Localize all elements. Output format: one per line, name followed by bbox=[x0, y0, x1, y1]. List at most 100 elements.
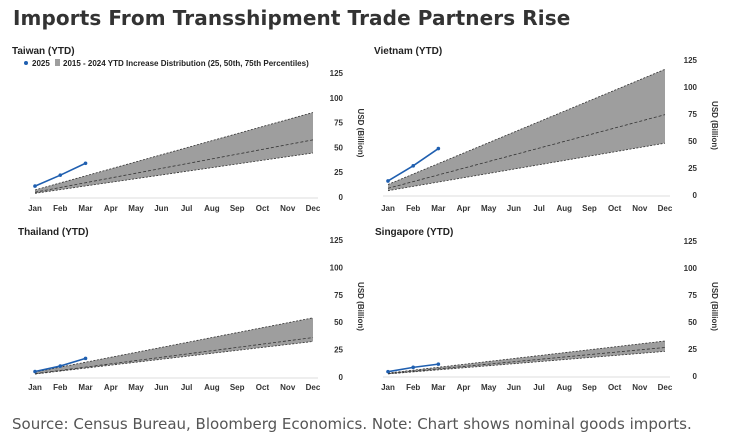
x-tick-label: Oct bbox=[256, 204, 270, 213]
x-tick-label: Oct bbox=[256, 383, 270, 392]
series-2025-point bbox=[436, 362, 441, 366]
x-tick-label: Aug bbox=[556, 204, 572, 213]
y-tick-label: 100 bbox=[330, 263, 344, 272]
x-tick-label: Jun bbox=[154, 383, 168, 392]
y-tick-label: 50 bbox=[334, 143, 343, 152]
y-tick-label: 100 bbox=[684, 264, 698, 273]
x-tick-label: Jan bbox=[28, 383, 42, 392]
x-tick-label: Oct bbox=[608, 204, 622, 213]
x-tick-label: Dec bbox=[306, 383, 321, 392]
page-title: Imports From Transshipment Trade Partner… bbox=[13, 6, 571, 30]
x-tick-label: Jul bbox=[533, 204, 545, 213]
series-2025-point bbox=[83, 356, 88, 361]
percentile-band bbox=[388, 341, 665, 374]
y-tick-label: 0 bbox=[693, 191, 698, 200]
y-tick-label: 0 bbox=[339, 373, 344, 382]
percentile-75-line bbox=[387, 340, 666, 374]
y-tick-label: 125 bbox=[684, 56, 698, 65]
y-tick-label: 0 bbox=[339, 193, 344, 202]
chart-vietnam: Vietnam (YTD) Jan Feb Mar Apr May Jun Jul Aug Sep… bbox=[374, 46, 719, 213]
y-axis-label: USD (Billion) bbox=[710, 101, 719, 150]
x-tick-label: Nov bbox=[632, 383, 648, 392]
y-axis-label: USD (Billion) bbox=[356, 109, 365, 158]
x-tick-label: Jan bbox=[28, 204, 42, 213]
x-tick-label: Jun bbox=[154, 204, 168, 213]
y-tick-label: 50 bbox=[688, 137, 697, 146]
y-tick-label: 50 bbox=[334, 318, 343, 327]
median-line bbox=[34, 139, 314, 193]
percentile-25-line bbox=[34, 152, 314, 194]
x-tick-label: Dec bbox=[658, 383, 673, 392]
series-2025-point bbox=[436, 146, 441, 151]
x-tick-label: Apr bbox=[104, 204, 118, 213]
series-2025-point bbox=[33, 369, 37, 374]
x-tick-label: Jan bbox=[381, 383, 395, 392]
percentile-75-line bbox=[34, 112, 314, 191]
percentile-75-line bbox=[387, 68, 666, 185]
y-axis-label: USD (Billion) bbox=[710, 282, 719, 331]
percentile-25-line bbox=[387, 142, 666, 192]
x-tick-label: Mar bbox=[78, 383, 92, 392]
x-tick-label: May bbox=[128, 204, 144, 213]
y-tick-label: 25 bbox=[688, 345, 697, 354]
y-axis-label: USD (Billion) bbox=[356, 282, 365, 331]
series-2025-point bbox=[386, 369, 390, 374]
source-note: Source: Census Bureau, Bloomberg Economi… bbox=[12, 415, 692, 433]
y-tick-label: 75 bbox=[688, 110, 697, 119]
y-tick-label: 75 bbox=[334, 119, 343, 128]
percentile-75-line bbox=[34, 317, 314, 373]
x-tick-label: Jun bbox=[507, 204, 521, 213]
x-tick-label: Dec bbox=[658, 204, 673, 213]
series-2025-point bbox=[58, 364, 63, 368]
y-tick-label: 100 bbox=[330, 94, 344, 103]
series-2025-point bbox=[58, 173, 63, 177]
chart-taiwan: Taiwan (YTD) 2025 2015 - 2024 YTD Increase… bbox=[12, 46, 365, 213]
percentile-25-line bbox=[387, 350, 666, 375]
chart-title: Vietnam (YTD) bbox=[374, 46, 442, 57]
x-tick-label: Mar bbox=[78, 204, 92, 213]
percentile-band bbox=[388, 69, 665, 191]
x-tick-label: Mar bbox=[431, 383, 445, 392]
median-line bbox=[34, 337, 314, 375]
x-tick-label: May bbox=[128, 383, 144, 392]
x-tick-label: Feb bbox=[406, 204, 420, 213]
x-tick-label: Sep bbox=[582, 204, 597, 213]
x-tick-label: May bbox=[481, 204, 497, 213]
series-2025-point bbox=[411, 365, 415, 370]
x-tick-label: Feb bbox=[406, 383, 420, 392]
y-tick-label: 100 bbox=[684, 83, 698, 92]
series-2025-point bbox=[83, 161, 88, 166]
legend-distribution-swatch bbox=[55, 59, 60, 66]
y-tick-label: 25 bbox=[334, 168, 343, 177]
x-tick-label: Apr bbox=[457, 204, 471, 213]
y-tick-label: 0 bbox=[693, 372, 698, 381]
x-tick-label: Nov bbox=[280, 204, 296, 213]
x-tick-label: Aug bbox=[556, 383, 572, 392]
x-tick-label: Jul bbox=[181, 383, 193, 392]
x-tick-label: Sep bbox=[230, 204, 245, 213]
y-tick-label: 125 bbox=[330, 236, 344, 245]
y-tick-label: 125 bbox=[684, 237, 698, 246]
series-2025-point bbox=[33, 184, 37, 188]
x-tick-label: Feb bbox=[53, 383, 67, 392]
x-tick-label: Jun bbox=[507, 383, 521, 392]
y-tick-label: 75 bbox=[334, 291, 343, 300]
x-tick-label: Aug bbox=[204, 383, 220, 392]
x-tick-label: May bbox=[481, 383, 497, 392]
percentile-25-line bbox=[34, 341, 314, 375]
x-tick-label: Aug bbox=[204, 204, 220, 213]
x-tick-label: Oct bbox=[608, 383, 622, 392]
percentile-band bbox=[35, 317, 313, 375]
chart-title: Singapore (YTD) bbox=[375, 227, 453, 238]
x-tick-label: Mar bbox=[431, 204, 445, 213]
x-tick-label: Sep bbox=[582, 383, 597, 392]
x-tick-label: Apr bbox=[104, 383, 118, 392]
legend-distribution-label: 2015 - 2024 YTD Increase Distribution (2… bbox=[63, 59, 309, 68]
x-tick-label: Dec bbox=[306, 204, 321, 213]
series-2025-point bbox=[386, 179, 390, 183]
x-tick-label: Nov bbox=[280, 383, 296, 392]
y-tick-label: 125 bbox=[330, 69, 344, 78]
x-tick-label: Sep bbox=[230, 383, 245, 392]
x-tick-label: Jul bbox=[181, 204, 193, 213]
